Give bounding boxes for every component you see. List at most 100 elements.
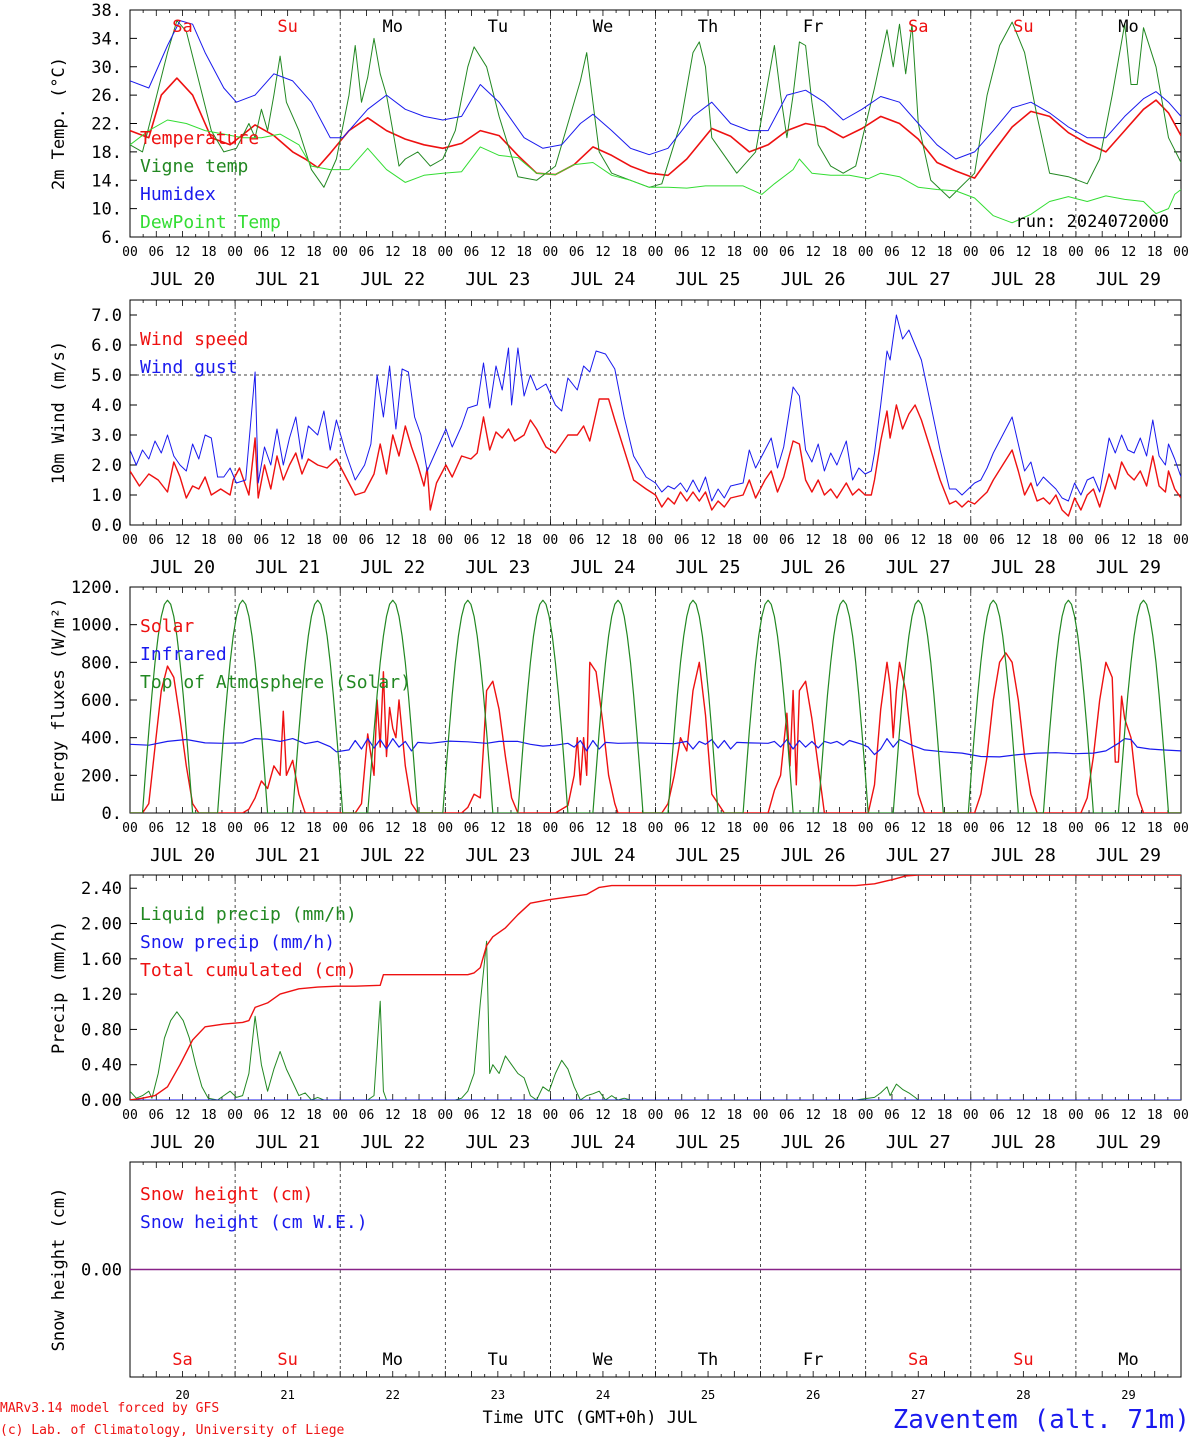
y-tick-label: 1000. — [71, 616, 122, 636]
date-label: JUL 23 — [465, 269, 530, 290]
y-tick-label: 200. — [81, 766, 122, 786]
day-number: 24 — [596, 1388, 610, 1402]
hour-tick-label: 00 — [122, 245, 138, 260]
hour-tick-label: 12 — [175, 533, 191, 548]
day-name: Th — [698, 1350, 718, 1370]
credit-lab: (c) Lab. of Climatology, University of L… — [0, 1423, 345, 1438]
hour-tick-label: 12 — [1121, 245, 1137, 260]
hour-tick-label: 12 — [700, 245, 716, 260]
hour-tick-label: 18 — [937, 1108, 953, 1123]
y-tick-label: 0.0 — [91, 516, 122, 536]
day-name: Su — [1013, 1350, 1033, 1370]
legend-entry: Total cumulated (cm) — [140, 960, 357, 981]
hour-tick-label: 18 — [1042, 1108, 1058, 1123]
series-group — [130, 314, 1181, 517]
hour-tick-label: 00 — [858, 245, 874, 260]
hour-tick-label: 00 — [963, 533, 979, 548]
day-name: Fr — [803, 17, 823, 37]
y-tick-label: 10. — [91, 200, 122, 220]
hour-tick-label: 00 — [437, 1108, 453, 1123]
y-tick-label: 1.60 — [81, 950, 122, 970]
hour-tick-label: 06 — [989, 1108, 1005, 1123]
hour-tick-label: 06 — [148, 821, 164, 836]
hour-tick-label: 06 — [674, 1108, 690, 1123]
legend-entry: Solar — [140, 616, 194, 637]
hour-tick-label: 06 — [674, 245, 690, 260]
hour-tick-label: 00 — [227, 245, 243, 260]
hour-tick-label: 12 — [385, 245, 401, 260]
legend-entry: Top of Atmosphere (Solar) — [140, 672, 411, 693]
date-label: JUL 22 — [360, 269, 425, 290]
hour-tick-label: 12 — [385, 821, 401, 836]
legend-entry: Infrared — [140, 644, 227, 665]
hour-tick-label: 00 — [122, 821, 138, 836]
hour-tick-label: 00 — [1173, 245, 1189, 260]
hour-tick-label: 18 — [201, 1108, 217, 1123]
day-number: 21 — [280, 1388, 294, 1402]
date-label: JUL 27 — [886, 845, 951, 866]
hour-tick-label: 00 — [648, 1108, 664, 1123]
date-label: JUL 25 — [676, 845, 741, 866]
hour-tick-label: 00 — [648, 245, 664, 260]
hour-tick-label: 00 — [963, 821, 979, 836]
series-line — [130, 119, 1181, 224]
hour-tick-label: 00 — [1173, 821, 1189, 836]
date-label: JUL 28 — [991, 557, 1056, 578]
hour-tick-label: 06 — [674, 821, 690, 836]
hour-tick-label: 06 — [779, 1108, 795, 1123]
date-label: JUL 21 — [255, 845, 320, 866]
hour-tick-label: 00 — [227, 533, 243, 548]
y-tick-label: 1.0 — [91, 486, 122, 506]
hour-tick-label: 18 — [1147, 821, 1163, 836]
day-name: Su — [277, 1350, 297, 1370]
hour-tick-label: 00 — [332, 821, 348, 836]
hour-tick-label: 06 — [359, 1108, 375, 1123]
date-label: JUL 23 — [465, 1132, 530, 1153]
y-tick-label: 6.0 — [91, 336, 122, 356]
hour-tick-label: 18 — [621, 533, 637, 548]
date-label: JUL 26 — [781, 269, 846, 290]
hour-tick-label: 12 — [280, 533, 296, 548]
hour-tick-label: 06 — [569, 1108, 585, 1123]
date-label: JUL 22 — [360, 1132, 425, 1153]
hour-tick-label: 12 — [805, 821, 821, 836]
date-label: JUL 23 — [465, 845, 530, 866]
hour-tick-label: 12 — [175, 1108, 191, 1123]
date-label: JUL 20 — [150, 1132, 215, 1153]
hour-tick-label: 12 — [595, 533, 611, 548]
hour-tick-label: 06 — [884, 245, 900, 260]
y-tick-label: 26. — [91, 86, 122, 106]
hour-tick-label: 18 — [1147, 245, 1163, 260]
date-label: JUL 23 — [465, 557, 530, 578]
hour-tick-label: 00 — [1173, 533, 1189, 548]
hour-tick-label: 00 — [227, 821, 243, 836]
panel-temp: 6. 10. 14. 18. 22. 26. 30. 34. 38. 2m Temp. (°C) T… — [49, 1, 1189, 290]
hour-tick-label: 18 — [516, 245, 532, 260]
y-tick-label: 14. — [91, 171, 122, 191]
hour-tick-label: 12 — [595, 821, 611, 836]
hour-tick-label: 00 — [122, 533, 138, 548]
hour-tick-label: 06 — [254, 1108, 270, 1123]
hour-tick-label: 12 — [1121, 533, 1137, 548]
panel-snow: 0.00 Snow height (cm) Snow height (cm) Snow… — [49, 1161, 1182, 1402]
y-axis-label: 2m Temp. (°C) — [49, 57, 69, 190]
hour-tick-label: 06 — [989, 533, 1005, 548]
x-axis-label: Time UTC (GMT+0h) JUL — [483, 1408, 698, 1428]
hour-tick-label: 06 — [254, 533, 270, 548]
hour-tick-label: 00 — [122, 1108, 138, 1123]
hour-tick-label: 12 — [1016, 821, 1032, 836]
legend-entry: DewPoint Temp — [140, 212, 281, 233]
hour-tick-label: 18 — [832, 533, 848, 548]
legend-entry: Vigne temp — [140, 156, 248, 177]
y-tick-label: 600. — [81, 691, 122, 711]
legend-entry: Liquid precip (mm/h) — [140, 904, 357, 925]
date-label: JUL 27 — [886, 557, 951, 578]
hour-tick-label: 18 — [937, 533, 953, 548]
legend-entry: Wind speed — [140, 329, 248, 350]
hour-tick-label: 12 — [1121, 821, 1137, 836]
hour-tick-label: 12 — [385, 1108, 401, 1123]
hour-tick-label: 12 — [700, 821, 716, 836]
y-tick-label: 2.00 — [81, 915, 122, 935]
date-label: JUL 20 — [150, 845, 215, 866]
